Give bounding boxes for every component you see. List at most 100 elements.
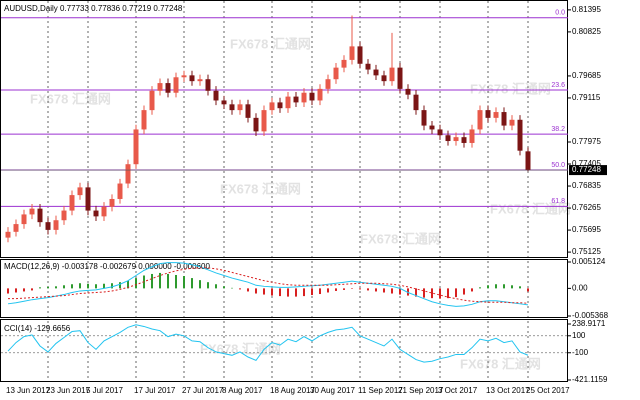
candle-body xyxy=(373,69,379,76)
macd-bar xyxy=(503,284,505,289)
macd-bar xyxy=(79,283,81,289)
candle-body xyxy=(197,79,203,82)
macd-bar xyxy=(23,288,25,292)
candle-body xyxy=(421,110,427,126)
candle-body xyxy=(445,135,451,142)
macd-bar xyxy=(175,274,177,289)
macd-bar xyxy=(447,288,449,299)
x-tick-label: 13 Oct 2017 xyxy=(486,386,530,395)
y-tick-label: -100 xyxy=(572,348,589,357)
macd-bar xyxy=(319,288,321,295)
candle-body xyxy=(349,46,355,60)
macd-bar xyxy=(479,287,481,289)
candle-body xyxy=(85,187,91,211)
watermark: FX678 汇通网 xyxy=(230,36,311,51)
y-tick-label: 0.00 xyxy=(572,283,588,292)
panel-title: MACD(12,26,9) -0.003178 -0.002679 0.0000… xyxy=(4,262,210,271)
macd-bar xyxy=(111,283,113,289)
x-tick-label: 21 Sep 2017 xyxy=(398,386,444,395)
fib-label: 0.0 xyxy=(555,10,565,17)
candle-body xyxy=(141,110,147,130)
macd-bar xyxy=(311,288,313,296)
macd-bar xyxy=(399,288,401,295)
x-tick-label: 30 Aug 2017 xyxy=(310,386,355,395)
candle-body xyxy=(493,112,499,118)
macd-bar xyxy=(295,288,297,297)
last-price-box xyxy=(569,165,607,176)
x-tick-label: 17 Jul 2017 xyxy=(134,386,176,395)
y-tick-label: 0.81395 xyxy=(572,5,601,14)
y-tick-label: 0.79115 xyxy=(572,93,601,102)
candle-body xyxy=(485,110,491,118)
macd-bar xyxy=(527,288,529,292)
macd-bar xyxy=(7,288,9,294)
candle-body xyxy=(205,79,211,91)
macd-bar xyxy=(303,288,305,297)
macd-bar xyxy=(15,288,17,293)
candle-body xyxy=(117,183,123,199)
candle-body xyxy=(45,222,51,230)
macd-bar xyxy=(103,283,105,289)
macd-bar xyxy=(135,278,137,289)
macd-bar xyxy=(383,288,385,293)
cci-panel-frame xyxy=(0,319,568,382)
candle-body xyxy=(509,119,515,126)
macd-bar xyxy=(31,288,33,291)
watermark: FX678 汇通网 xyxy=(490,201,571,216)
macd-bar xyxy=(191,278,193,289)
macd-bar xyxy=(87,283,89,289)
macd-bar xyxy=(247,288,249,292)
candle-body xyxy=(309,92,315,101)
macd-bar xyxy=(375,288,377,292)
macd-bar xyxy=(455,288,457,298)
x-tick-label: 8 Aug 2017 xyxy=(222,386,263,395)
candle-body xyxy=(333,67,339,80)
candle-body xyxy=(229,104,235,111)
candle-body xyxy=(261,110,267,132)
main-panel-frame xyxy=(0,0,568,258)
fib-label: 61.8 xyxy=(551,198,565,205)
candle-body xyxy=(397,67,403,89)
candle-body xyxy=(61,210,67,221)
candle-body xyxy=(13,224,19,232)
macd-bar xyxy=(263,288,265,295)
candle-body xyxy=(21,214,27,225)
candle-body xyxy=(501,112,507,126)
macd-bar xyxy=(223,286,225,289)
candle-body xyxy=(413,94,419,111)
candle-body xyxy=(165,83,171,93)
macd-bar xyxy=(431,288,433,299)
macd-bar xyxy=(39,287,41,289)
candle-body xyxy=(389,67,395,82)
macd-bar xyxy=(279,288,281,297)
candle-body xyxy=(269,102,275,111)
watermark: FX678 汇通网 xyxy=(360,231,441,246)
fib-label: 50.0 xyxy=(551,162,565,169)
candle-body xyxy=(101,206,107,217)
x-tick-label: 3 Oct 2017 xyxy=(438,386,478,395)
macd-bar xyxy=(495,284,497,289)
y-tick-label: 0.76835 xyxy=(572,181,601,190)
macd-bar xyxy=(327,288,329,293)
candle-body xyxy=(5,231,11,238)
candle-body xyxy=(189,75,195,82)
candle-body xyxy=(173,77,179,93)
candle-body xyxy=(53,220,59,230)
candle-body xyxy=(525,151,531,171)
candle-body xyxy=(157,83,163,91)
candle-body xyxy=(453,137,459,142)
candle-body xyxy=(293,96,299,103)
macd-bar xyxy=(423,288,425,298)
watermark: FX678 汇通网 xyxy=(200,341,281,356)
macd-main-line xyxy=(7,262,529,307)
candle-body xyxy=(37,208,43,223)
candle-body xyxy=(365,63,371,70)
candle-body xyxy=(125,164,131,184)
candle-body xyxy=(221,100,227,105)
macd-bar xyxy=(119,282,121,289)
candle-body xyxy=(301,92,307,103)
candle-body xyxy=(477,110,483,130)
x-tick-label: 18 Aug 2017 xyxy=(270,386,315,395)
